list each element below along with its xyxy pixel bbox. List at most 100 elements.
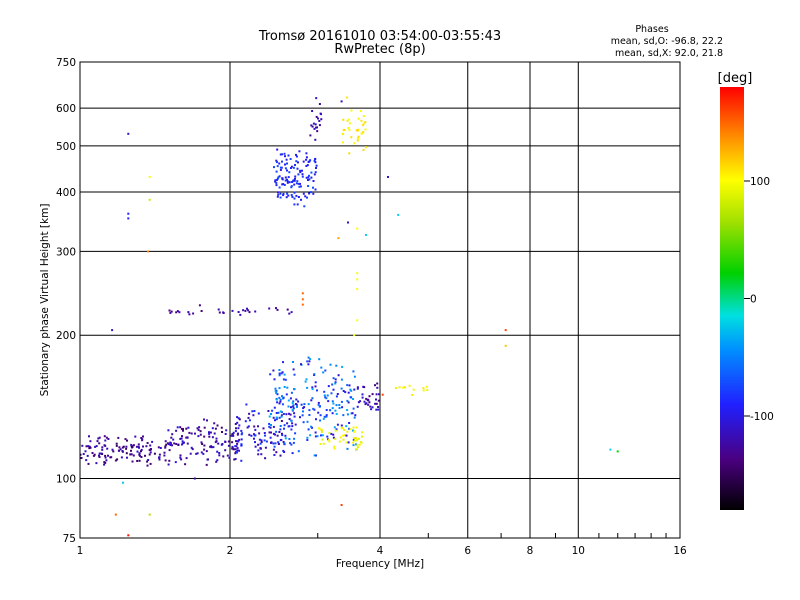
data-point (253, 410, 256, 412)
data-point (346, 384, 349, 387)
data-point (107, 454, 109, 457)
data-point (212, 446, 215, 449)
data-point (209, 445, 212, 448)
data-point (346, 447, 349, 450)
data-point (334, 381, 337, 384)
data-point (278, 162, 281, 165)
data-point (316, 435, 319, 438)
data-point (356, 288, 359, 291)
data-point (357, 128, 360, 131)
data-point (87, 462, 90, 465)
data-point (186, 436, 189, 439)
data-point (368, 395, 371, 398)
data-point (264, 434, 266, 437)
data-point (290, 185, 293, 188)
data-point (179, 454, 182, 457)
data-point (308, 174, 310, 177)
data-point (335, 413, 338, 415)
data-point (331, 412, 334, 415)
data-point (185, 436, 188, 439)
data-point (236, 416, 239, 419)
data-point (288, 181, 291, 184)
data-point (92, 454, 95, 457)
data-point (273, 378, 276, 381)
data-point (346, 96, 349, 99)
data-point (284, 437, 287, 440)
data-point (272, 448, 275, 451)
data-point (306, 420, 309, 423)
data-point (334, 429, 337, 432)
data-point (374, 402, 377, 405)
data-point (237, 427, 240, 430)
data-point (176, 310, 179, 313)
data-point (360, 132, 363, 135)
data-point (231, 441, 234, 444)
data-point (215, 440, 218, 443)
data-point (262, 427, 265, 430)
y-tick-label: 500 (56, 141, 76, 153)
data-point (240, 459, 243, 462)
data-point (331, 383, 334, 386)
data-point (215, 437, 218, 440)
data-point (285, 196, 288, 199)
data-point (227, 444, 230, 447)
data-point (163, 451, 166, 454)
data-point (101, 448, 104, 451)
data-point (290, 194, 293, 196)
data-point (361, 396, 364, 399)
data-point (282, 361, 284, 364)
data-point (257, 453, 260, 456)
data-point (340, 504, 343, 506)
data-point (254, 445, 257, 448)
data-point (307, 176, 310, 179)
data-point (320, 434, 322, 437)
data-point (331, 407, 334, 410)
data-point (352, 438, 355, 441)
data-point (231, 433, 234, 436)
data-point (141, 438, 144, 441)
data-point (234, 448, 237, 451)
data-point (334, 409, 337, 412)
data-point (149, 462, 152, 465)
data-point (275, 181, 278, 184)
data-point (224, 433, 227, 435)
data-point (119, 448, 122, 451)
data-point (310, 124, 313, 127)
data-point (356, 278, 359, 281)
data-point (309, 159, 312, 162)
data-point (86, 454, 89, 457)
data-point (268, 415, 271, 418)
data-point (188, 431, 191, 434)
data-point (315, 418, 317, 421)
data-point (342, 129, 345, 132)
data-point (304, 195, 307, 198)
data-point (304, 380, 307, 383)
data-point (356, 438, 359, 441)
data-point (307, 161, 310, 163)
data-point (278, 387, 281, 390)
data-point (348, 129, 351, 132)
data-point (118, 446, 121, 449)
x-tick-label: 2 (227, 545, 234, 557)
data-point (310, 399, 313, 402)
data-point (234, 430, 237, 433)
data-point (293, 191, 296, 194)
data-point (259, 447, 262, 450)
data-point (282, 396, 285, 399)
data-point (294, 175, 297, 178)
data-point (289, 442, 292, 445)
data-point (292, 407, 295, 410)
data-point (275, 416, 278, 419)
data-point (322, 417, 325, 420)
data-point (234, 452, 237, 455)
data-point (292, 441, 295, 444)
data-point (296, 167, 299, 170)
data-point (296, 203, 299, 206)
data-point (311, 125, 314, 128)
data-point (268, 422, 271, 425)
data-point (193, 477, 196, 480)
data-point (364, 121, 367, 124)
data-point (324, 396, 327, 399)
data-point (103, 461, 106, 464)
data-point (232, 448, 235, 451)
